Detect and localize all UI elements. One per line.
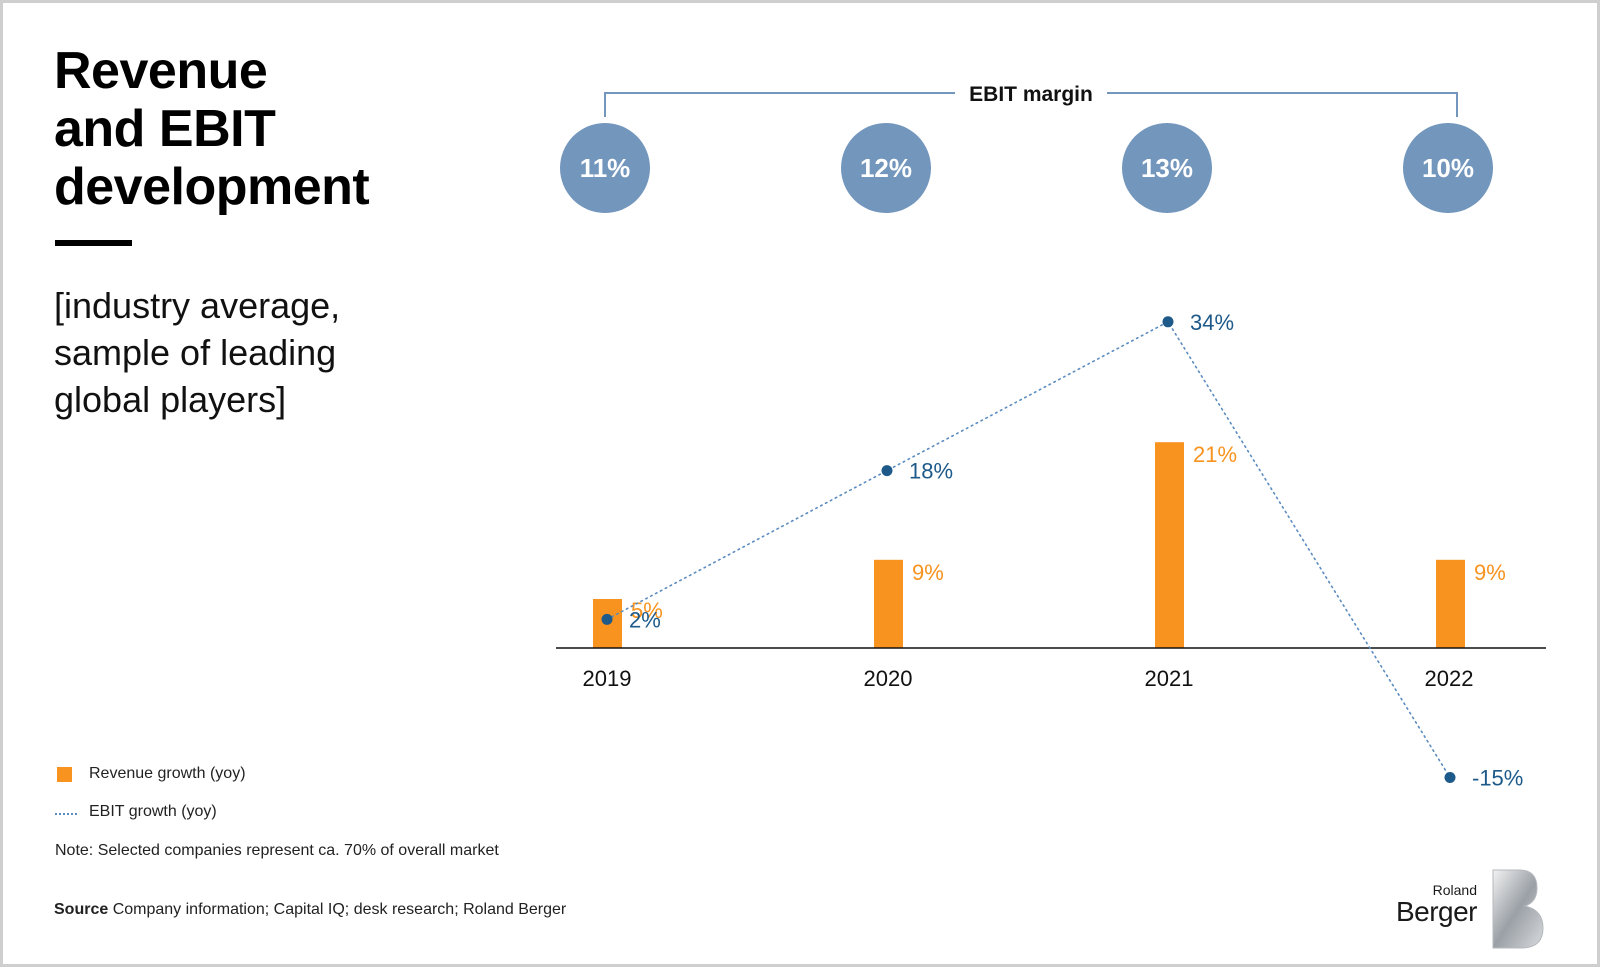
revenue-bar <box>874 559 903 648</box>
brand-logo: Roland Berger <box>1385 868 1545 950</box>
x-tick-label: 2019 <box>583 666 632 691</box>
ebit-growth-point <box>1162 316 1174 328</box>
source-label: Source <box>54 901 109 918</box>
brand-name-big: Berger <box>1395 896 1478 927</box>
ebit-margin-value: 12% <box>860 153 912 183</box>
orange-square-icon <box>57 767 72 782</box>
ebit-margin-circle <box>1122 123 1212 213</box>
source-line: Source Company information; Capital IQ; … <box>54 901 566 919</box>
legend-label: EBIT growth (yoy) <box>89 803 217 820</box>
ebit-margin-value: 11% <box>580 153 631 183</box>
footnote: Note: Selected companies represent ca. 7… <box>55 842 499 859</box>
subtitle-line: global players] <box>54 379 287 420</box>
ebit-growth-label: 18% <box>909 459 953 484</box>
x-tick-label: 2020 <box>864 666 913 691</box>
revenue-bar-label: 9% <box>912 560 944 585</box>
subtitle-line: sample of leading <box>54 332 337 373</box>
legend-label: Revenue growth (yoy) <box>89 765 246 782</box>
x-tick-label: 2022 <box>1425 666 1474 691</box>
revenue-bar <box>1155 442 1184 648</box>
brand-name-small: Roland <box>1432 882 1477 898</box>
dotted-line-icon <box>55 813 77 815</box>
ebit-growth-line <box>606 320 1451 779</box>
revenue-bar-label: 5% <box>631 598 663 623</box>
source-text: Company information; Capital IQ; desk re… <box>112 901 567 918</box>
revenue-bar <box>1436 559 1465 648</box>
ebit-growth-label: 34% <box>1190 310 1234 335</box>
ebit-margin-label: EBIT margin <box>969 83 1093 106</box>
ebit-growth-label: -15% <box>1472 766 1523 791</box>
ebit-growth-point <box>601 613 613 625</box>
ebit-margin-circle <box>1403 123 1493 213</box>
title-line: development <box>54 158 370 216</box>
revenue-bar-label: 9% <box>1474 560 1506 585</box>
revenue-bar-label: 21% <box>1193 442 1237 467</box>
ebit-growth-point <box>1444 772 1456 783</box>
page-title: Revenue and EBIT development <box>54 42 454 216</box>
brand-b-icon <box>1492 869 1544 949</box>
ebit-margin-value: 10% <box>1422 153 1474 183</box>
title-line: and EBIT <box>54 100 276 158</box>
ebit-margin-circle <box>841 123 931 213</box>
ebit-margin-value: 13% <box>1141 153 1193 183</box>
subtitle-line: [industry average, <box>54 285 341 326</box>
ebit-growth-label: 2% <box>629 607 661 632</box>
ebit-margin-circle <box>560 123 650 213</box>
title-line: Revenue <box>54 42 268 100</box>
title-underline <box>55 240 132 246</box>
x-tick-label: 2021 <box>1145 666 1194 691</box>
ebit-margin-bracket <box>604 92 1458 117</box>
page-subtitle: [industry average, sample of leading glo… <box>54 282 434 423</box>
ebit-growth-point <box>881 465 893 477</box>
